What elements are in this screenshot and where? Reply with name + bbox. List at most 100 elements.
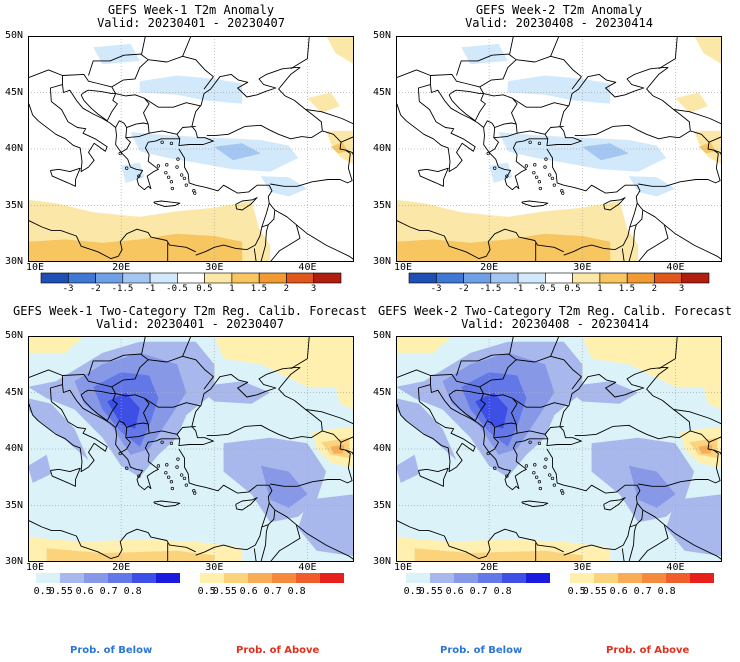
colorbar-swatch — [122, 272, 151, 284]
colorbar-tick-label: -0.5 — [534, 284, 556, 294]
lon-label: 30E — [573, 562, 592, 573]
prob-tick-label: 0.6 — [609, 586, 628, 597]
lat-label: 35N — [5, 199, 24, 211]
prob-swatch — [454, 573, 478, 583]
prob-swatch — [478, 573, 502, 583]
prob-swatch — [272, 573, 296, 583]
lon-label: 30E — [573, 262, 592, 273]
colorbar-tick-label: 3 — [678, 284, 685, 294]
prob-above-label-left: Prob. of Above — [236, 645, 320, 656]
prob-swatch — [60, 573, 84, 583]
lon-label: 40E — [666, 562, 685, 573]
lat-label: 50N — [5, 30, 24, 41]
lat-label: 30N — [373, 256, 392, 267]
prob-swatch — [502, 573, 526, 583]
colorbar-tick-label: -1 — [144, 284, 156, 294]
prob-tick-label: 0.5 — [567, 586, 586, 597]
lat-label: 45N — [373, 386, 392, 398]
lon-label: 20E — [480, 562, 499, 573]
prob-tick-label: 0.8 — [123, 586, 142, 597]
colorbar-tick-label: -0.5 — [166, 284, 188, 294]
below-colorbar-right — [406, 573, 550, 583]
panel-title-week1-prob: GEFS Week-1 Two-Category T2m Reg. Calib.… — [0, 305, 380, 331]
colorbar-tick-label: -2 — [457, 284, 469, 294]
colorbar-swatch — [654, 272, 683, 284]
colorbar-tick-label: 2 — [283, 284, 290, 294]
lon-label: 10E — [394, 562, 413, 573]
prob-swatch — [224, 573, 248, 583]
colorbar-swatch — [681, 272, 710, 284]
colorbar-swatch — [435, 272, 464, 284]
colorbar-swatch — [408, 272, 437, 284]
map-week1-prob — [28, 336, 354, 562]
colorbar-swatch — [204, 272, 233, 284]
prob-tick-label: 0.5 — [403, 586, 422, 597]
prob-below-label-right: Prob. of Below — [440, 645, 523, 656]
colorbar-tick-label: -1.5 — [111, 284, 134, 294]
prob-swatch — [642, 573, 666, 583]
title-line2: Valid: 20230408 - 20230414 — [465, 16, 653, 30]
colorbar-tick-label: 2 — [651, 284, 658, 294]
colorbar-tick-label: 0.5 — [196, 284, 213, 294]
colorbar-swatch — [626, 272, 655, 284]
prob-swatch — [84, 573, 108, 583]
prob-swatch — [108, 573, 132, 583]
anomaly-colorbar-left — [40, 272, 342, 284]
colorbar-swatch — [599, 272, 628, 284]
lat-label: 40N — [373, 143, 392, 154]
prob-tick-label: 0.6 — [75, 586, 94, 597]
above-colorbar-left — [200, 573, 344, 583]
prob-swatch — [320, 573, 344, 583]
anomaly-colorbar-right — [408, 272, 710, 284]
colorbar-tick-label: 0.5 — [564, 284, 581, 294]
title-line1: GEFS Week-2 T2m Anomaly — [475, 3, 643, 17]
prob-tick-label: 0.5 — [197, 586, 216, 597]
colorbar-swatch — [95, 272, 124, 284]
colorbar-swatch — [177, 272, 205, 284]
prob-tick-label: 0.6 — [239, 586, 258, 597]
colorbar-tick-label: -3 — [430, 284, 442, 294]
colorbar-swatch — [572, 272, 601, 284]
prob-below-label-left: Prob. of Below — [70, 645, 153, 656]
prob-swatch — [570, 573, 594, 583]
colorbar-swatch — [313, 272, 342, 284]
colorbar-swatch — [463, 272, 492, 284]
prob-tick-label: 0.8 — [287, 586, 306, 597]
lat-label: 40N — [373, 443, 392, 454]
lon-label: 40E — [298, 562, 317, 573]
colorbar-swatch — [67, 272, 96, 284]
colorbar-swatch — [40, 272, 69, 284]
colorbar-swatch — [258, 272, 287, 284]
lat-label: 30N — [5, 256, 24, 267]
lon-label: 30E — [205, 562, 224, 573]
prob-swatch — [594, 573, 618, 583]
title-line1: GEFS Week-1 Two-Category T2m Reg. Calib.… — [12, 304, 367, 318]
prob-tick-label: 0.55 — [582, 586, 607, 597]
lat-label: 50N — [373, 30, 392, 41]
prob-tick-label: 0.55 — [418, 586, 443, 597]
title-line1: GEFS Week-1 T2m Anomaly — [107, 3, 275, 17]
map-week1-anomaly — [28, 36, 354, 262]
lon-label: 30E — [205, 262, 224, 273]
lat-label: 30N — [5, 556, 24, 567]
prob-tick-label: 0.7 — [633, 586, 652, 597]
lon-label: 20E — [480, 262, 499, 273]
lat-label: 40N — [5, 143, 24, 154]
prob-swatch — [156, 573, 180, 583]
colorbar-swatch — [545, 272, 573, 284]
lon-label: 10E — [26, 262, 45, 273]
panel-title-week1-anomaly: GEFS Week-1 T2m Anomaly Valid: 20230401 … — [28, 4, 354, 30]
prob-tick-label: 0.5 — [33, 586, 52, 597]
colorbar-swatch — [231, 272, 260, 284]
colorbar-swatch — [149, 272, 178, 284]
lon-label: 10E — [394, 262, 413, 273]
title-line2: Valid: 20230401 - 20230407 — [96, 317, 284, 331]
colorbar-tick-label: -3 — [62, 284, 74, 294]
prob-tick-label: 0.7 — [263, 586, 282, 597]
panel-title-week2-prob: GEFS Week-2 Two-Category T2m Reg. Calib.… — [370, 305, 740, 331]
lat-label: 35N — [5, 499, 24, 511]
colorbar-tick-label: -1.5 — [479, 284, 502, 294]
prob-swatch — [132, 573, 156, 583]
prob-tick-label: 0.55 — [212, 586, 237, 597]
title-line1: GEFS Week-2 Two-Category T2m Reg. Calib.… — [377, 304, 732, 318]
